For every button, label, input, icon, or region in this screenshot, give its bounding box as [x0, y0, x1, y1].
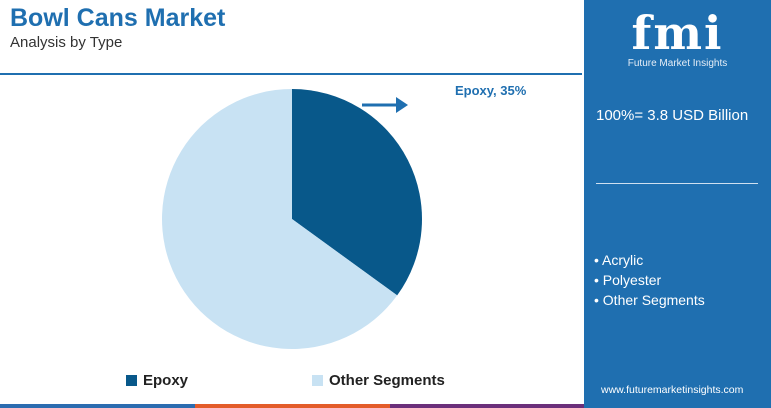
legend-label-epoxy: Epoxy	[143, 372, 189, 389]
epoxy-arrow	[362, 97, 408, 113]
legend-item-epoxy: Epoxy	[126, 372, 188, 389]
website-link[interactable]: www.futuremarketinsights.com	[601, 384, 744, 396]
bottom-stripe-blue	[0, 404, 195, 408]
pie-slice-other-segments	[162, 89, 398, 349]
fmi-logo: fmi Future Market Insights	[584, 8, 771, 69]
epoxy-annotation: Epoxy, 35%	[455, 83, 527, 98]
logo-subtitle: Future Market Insights	[627, 58, 728, 69]
legend-item-other-segments: Other Segments	[312, 372, 445, 389]
legend-swatch-other-segments	[312, 375, 323, 386]
chart-subtitle: Analysis by Type	[10, 34, 123, 51]
legend-label-other-segments: Other Segments	[329, 372, 445, 389]
segment-item-polyester: • Polyester	[594, 272, 662, 288]
legend-swatch-epoxy	[126, 375, 137, 386]
segment-item-acrylic: • Acrylic	[594, 252, 644, 268]
bottom-stripe-orange	[195, 404, 390, 408]
pie-slice-epoxy	[292, 89, 422, 296]
pie-slices	[162, 89, 422, 349]
segment-item-other-segments: • Other Segments	[594, 292, 705, 308]
sidebar-divider	[596, 183, 758, 184]
market-total: 100%= 3.8 USD Billion	[596, 107, 749, 124]
chart-title: Bowl Cans Market	[10, 4, 226, 32]
bottom-stripe-purple	[390, 404, 584, 408]
header-divider	[0, 73, 582, 75]
segment-list: • Acrylic • Polyester • Other Segments	[594, 252, 705, 312]
sidebar-panel: fmi Future Market Insights 100%= 3.8 USD…	[584, 0, 771, 408]
pie-chart: Epoxy, 35%	[162, 83, 527, 349]
logo-mark: fmi	[631, 6, 724, 60]
